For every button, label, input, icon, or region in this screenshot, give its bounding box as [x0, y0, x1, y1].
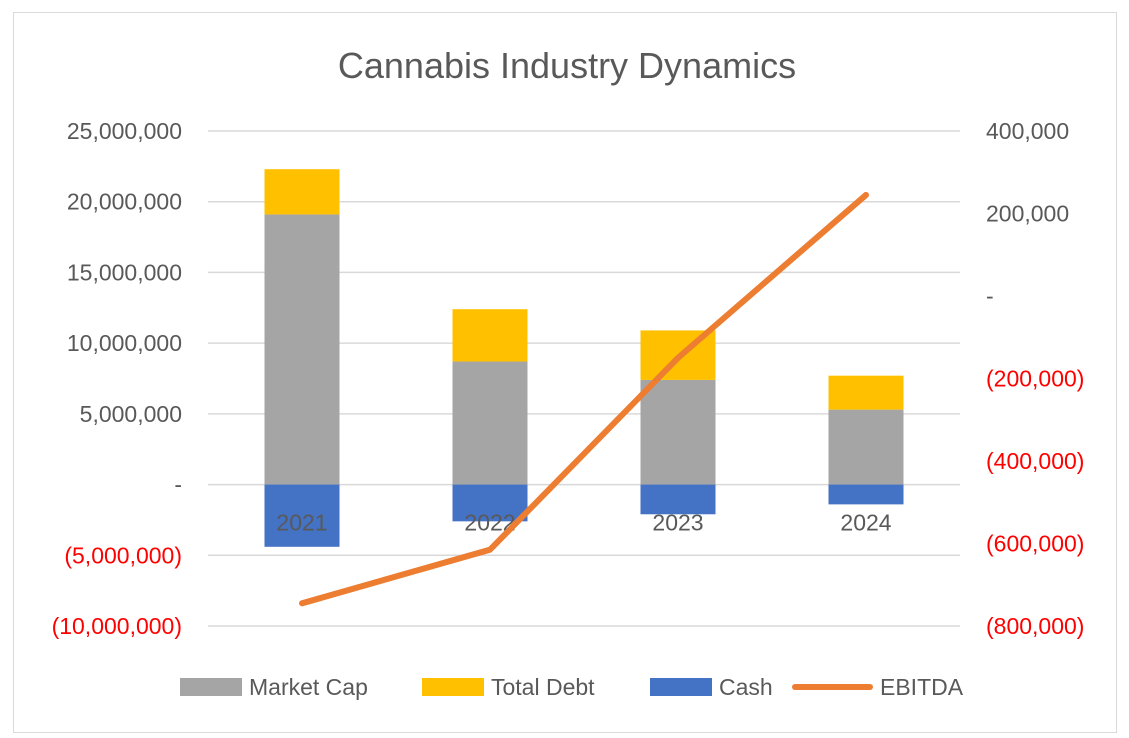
legend-label: Total Debt	[491, 674, 595, 700]
bar-total-debt	[452, 309, 528, 362]
right-tick-label: 400,000	[986, 118, 1069, 144]
ebitda-line-path	[299, 191, 869, 607]
right-tick-label: 200,000	[986, 201, 1069, 227]
legend-swatch-cash	[650, 678, 712, 696]
left-tick-label: 5,000,000	[80, 401, 182, 427]
chart-title: Cannabis Industry Dynamics	[338, 45, 796, 86]
bar-market-cap	[640, 379, 716, 485]
right-axis-labels: (800,000) (600,000) (400,000) (200,000) - 200…	[986, 118, 1084, 639]
category-label: 2023	[652, 510, 703, 536]
left-tick-label: 25,000,000	[67, 118, 182, 144]
bar-cash	[828, 484, 904, 505]
legend-swatch-market-cap	[180, 678, 242, 696]
right-tick-label: (200,000)	[986, 366, 1084, 392]
bar-total-debt	[264, 169, 340, 215]
chart-svg: Cannabis Industry Dynamics 2021 2022 2023 2…	[52, 45, 1085, 700]
legend-label: EBITDA	[880, 674, 964, 700]
left-tick-label: 15,000,000	[67, 259, 182, 285]
bar-cash	[640, 484, 716, 515]
legend-label: Market Cap	[249, 674, 368, 700]
bar-total-debt	[828, 375, 904, 410]
left-tick-label: 20,000,000	[67, 189, 182, 215]
bar-market-cap	[264, 214, 340, 485]
legend-label: Cash	[719, 674, 773, 700]
chart-frame: Cannabis Industry Dynamics 2021 2022 2023 2…	[13, 12, 1117, 733]
bar-market-cap	[452, 361, 528, 485]
left-tick-label: (10,000,000)	[52, 613, 182, 639]
category-label: 2024	[840, 510, 891, 536]
legend-swatch-total-debt	[422, 678, 484, 696]
bar-cash	[264, 484, 340, 547]
left-axis-labels: (10,000,000) (5,000,000) - 5,000,000 10,000,…	[52, 118, 182, 639]
ebitda-line	[299, 191, 869, 607]
left-tick-label: -	[174, 472, 182, 498]
left-tick-label: (5,000,000)	[64, 542, 182, 568]
category-label: 2021	[276, 510, 327, 536]
left-tick-label: 10,000,000	[67, 330, 182, 356]
right-tick-label: (600,000)	[986, 531, 1084, 557]
category-labels: 2021 2022 2023 2024	[276, 510, 891, 536]
bar-cash	[452, 484, 528, 522]
bars	[264, 169, 904, 547]
right-tick-label: (400,000)	[986, 448, 1084, 474]
bar-market-cap	[828, 409, 904, 485]
right-tick-label: -	[986, 283, 994, 309]
right-tick-label: (800,000)	[986, 613, 1084, 639]
legend: Market Cap Total Debt Cash EBITDA	[180, 674, 964, 700]
